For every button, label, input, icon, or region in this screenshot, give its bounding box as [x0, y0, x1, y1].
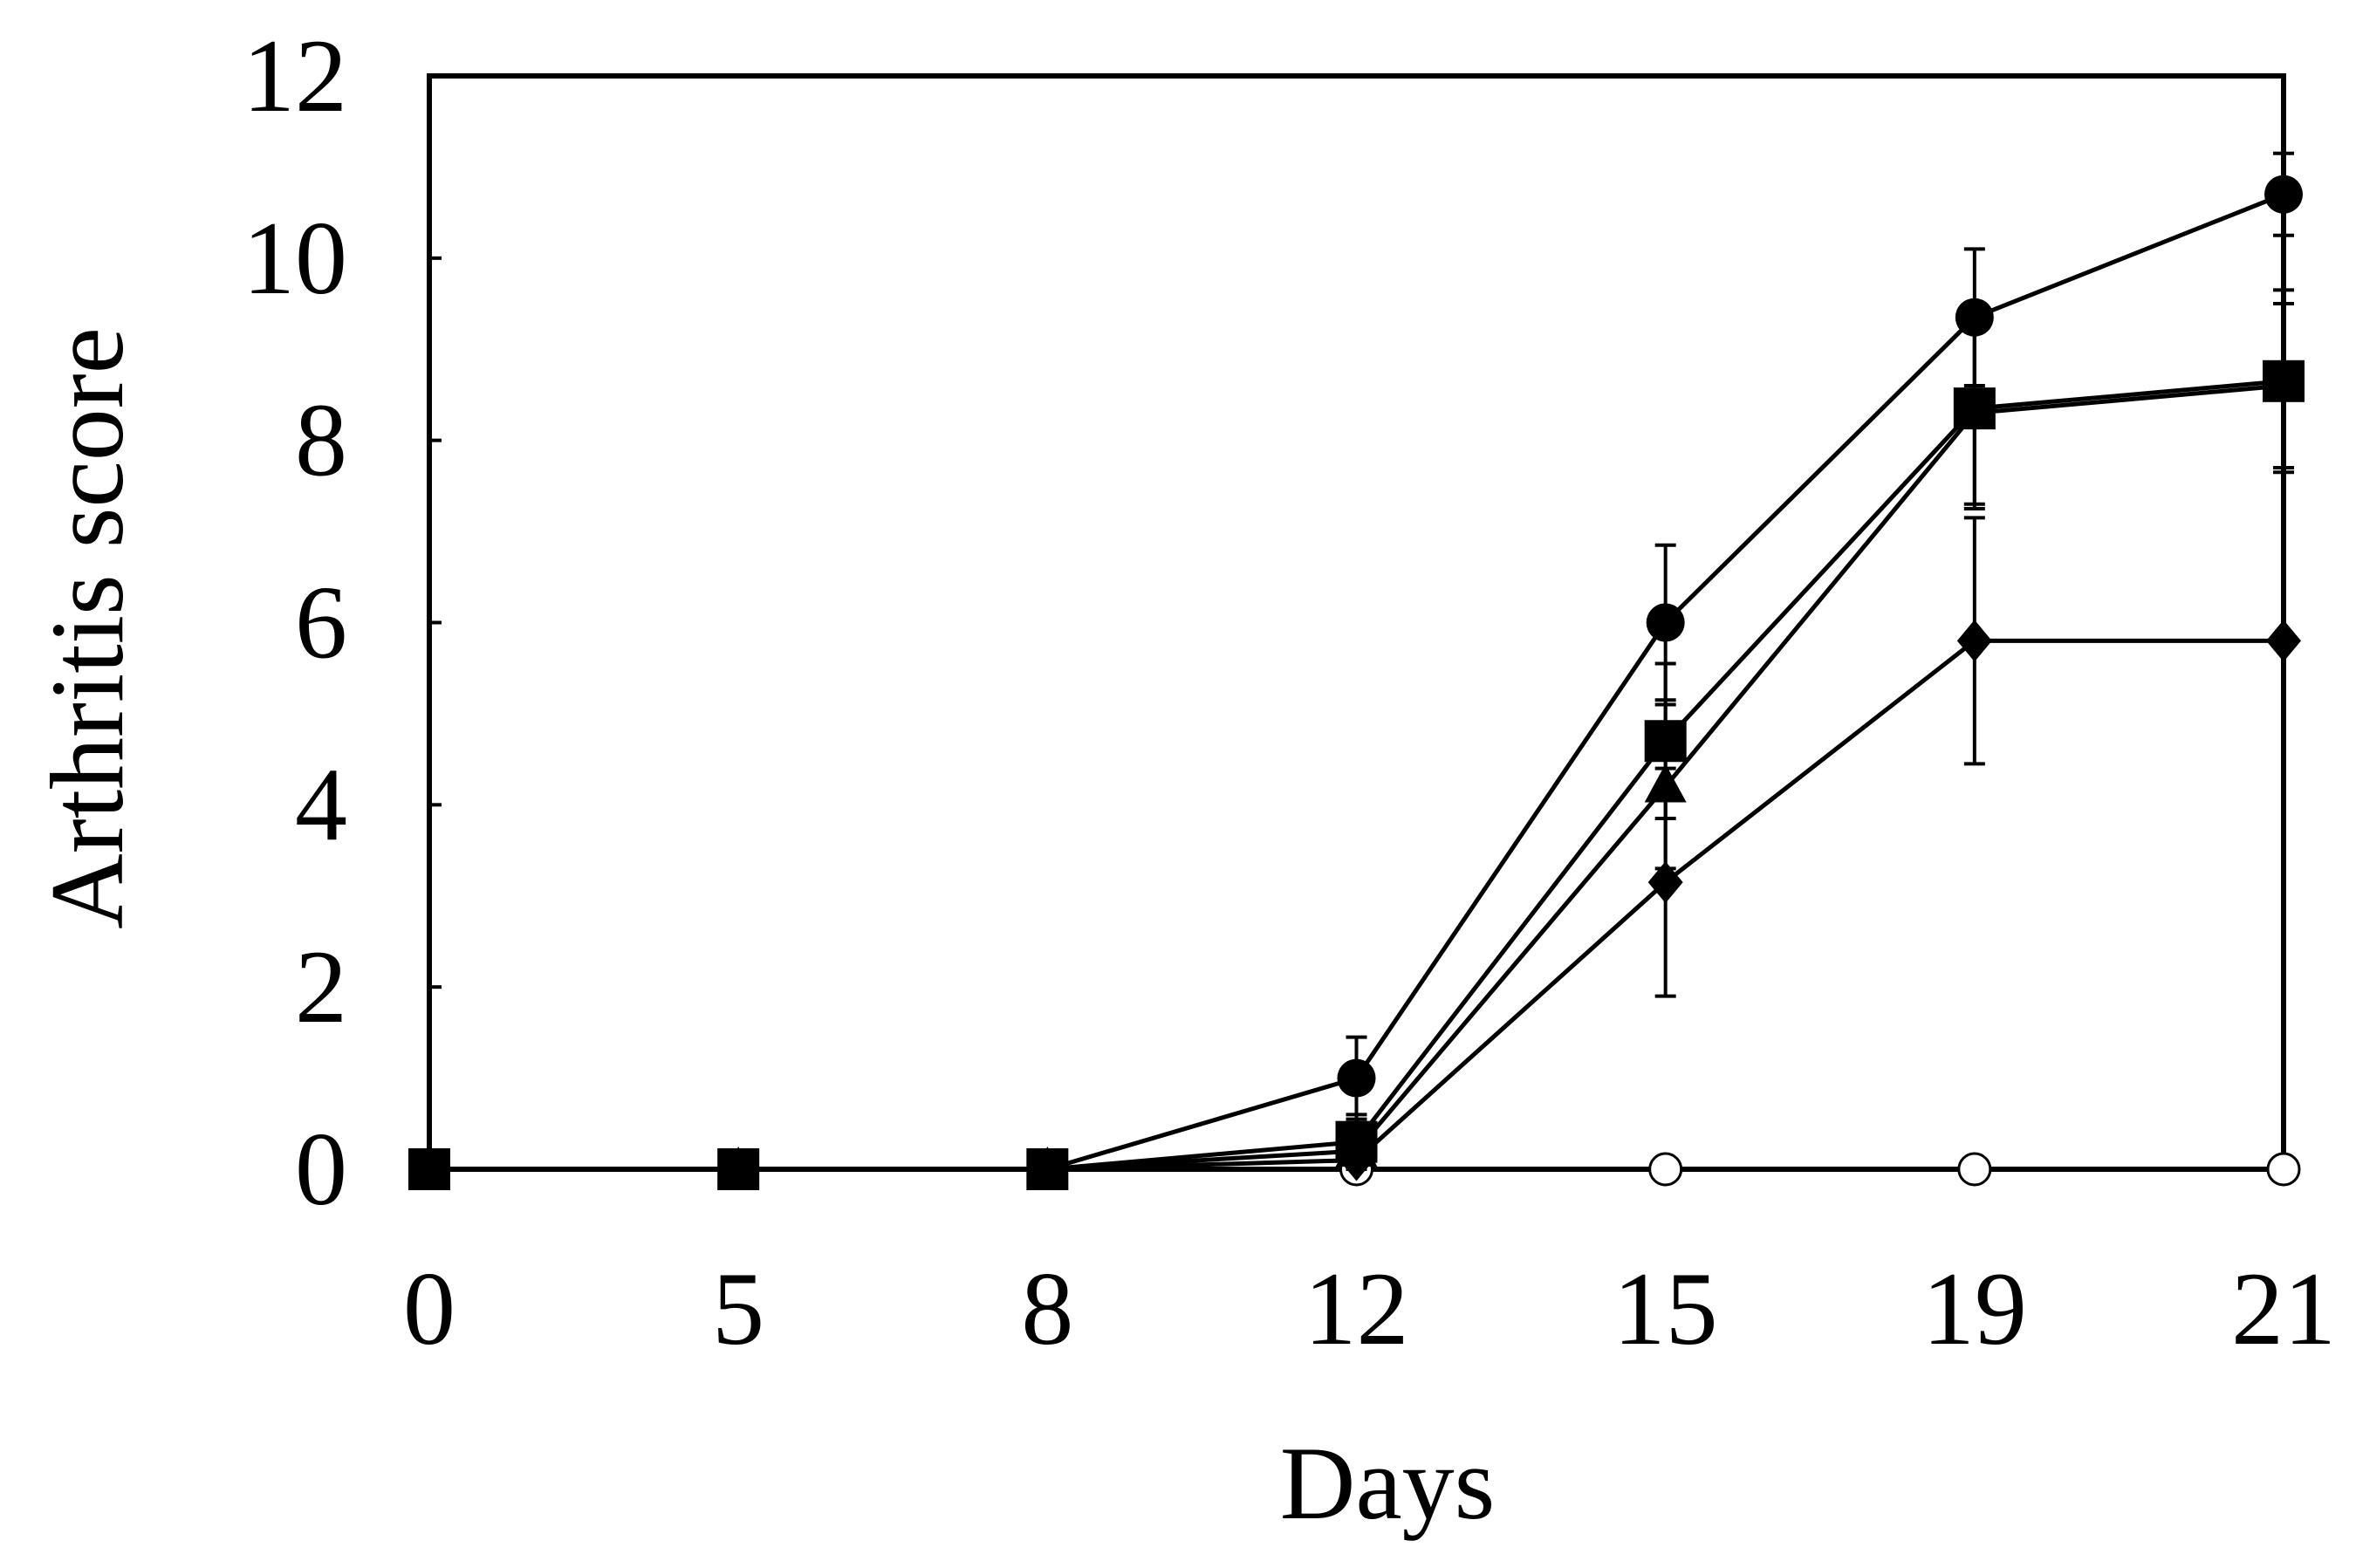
x-tick-label: 21 — [2231, 1250, 2336, 1366]
y-tick-label: 12 — [243, 17, 347, 134]
data-point — [410, 1150, 449, 1188]
data-point — [719, 1150, 758, 1188]
x-tick-label: 8 — [1021, 1250, 1073, 1366]
data-point — [1955, 298, 1994, 337]
x-tick-label: 0 — [403, 1250, 455, 1366]
y-tick-label: 4 — [295, 746, 347, 862]
data-point — [1957, 1152, 1992, 1187]
y-axis-title: Arthritis score — [29, 327, 145, 929]
data-point — [2266, 1152, 2301, 1187]
series-line — [429, 192, 2284, 1172]
data-point — [2263, 359, 2305, 402]
data-point — [1335, 1120, 1378, 1163]
x-tick-label: 15 — [1613, 1250, 1718, 1366]
data-point — [1646, 603, 1685, 642]
y-tick-labels: 0 2 4 6 8 10 12 — [243, 17, 442, 1227]
y-tick-label: 0 — [295, 1111, 347, 1227]
series-layer — [408, 151, 2305, 1190]
x-axis-title: Days — [1280, 1425, 1496, 1541]
data-point — [1956, 620, 1992, 662]
data-point — [1644, 720, 1687, 763]
data-point — [2264, 175, 2303, 214]
data-point — [1337, 1058, 1376, 1098]
y-tick-label: 6 — [295, 565, 347, 681]
data-point — [1647, 861, 1683, 904]
data-point — [2266, 620, 2301, 662]
y-tick-label: 8 — [295, 382, 347, 498]
plot-area-frame — [427, 73, 2286, 1172]
data-point — [1953, 387, 1996, 430]
x-tick-labels: 0 5 8 12 15 19 21 — [403, 1250, 2336, 1366]
data-point — [1648, 1152, 1683, 1187]
data-point — [1028, 1150, 1067, 1188]
series-filled-circle — [410, 151, 2303, 1188]
x-tick-label: 12 — [1305, 1250, 1409, 1366]
x-tick-label: 19 — [1922, 1250, 2027, 1366]
x-tick-label: 5 — [712, 1250, 764, 1366]
y-tick-label: 10 — [243, 200, 347, 316]
y-tick-label: 2 — [295, 928, 347, 1044]
